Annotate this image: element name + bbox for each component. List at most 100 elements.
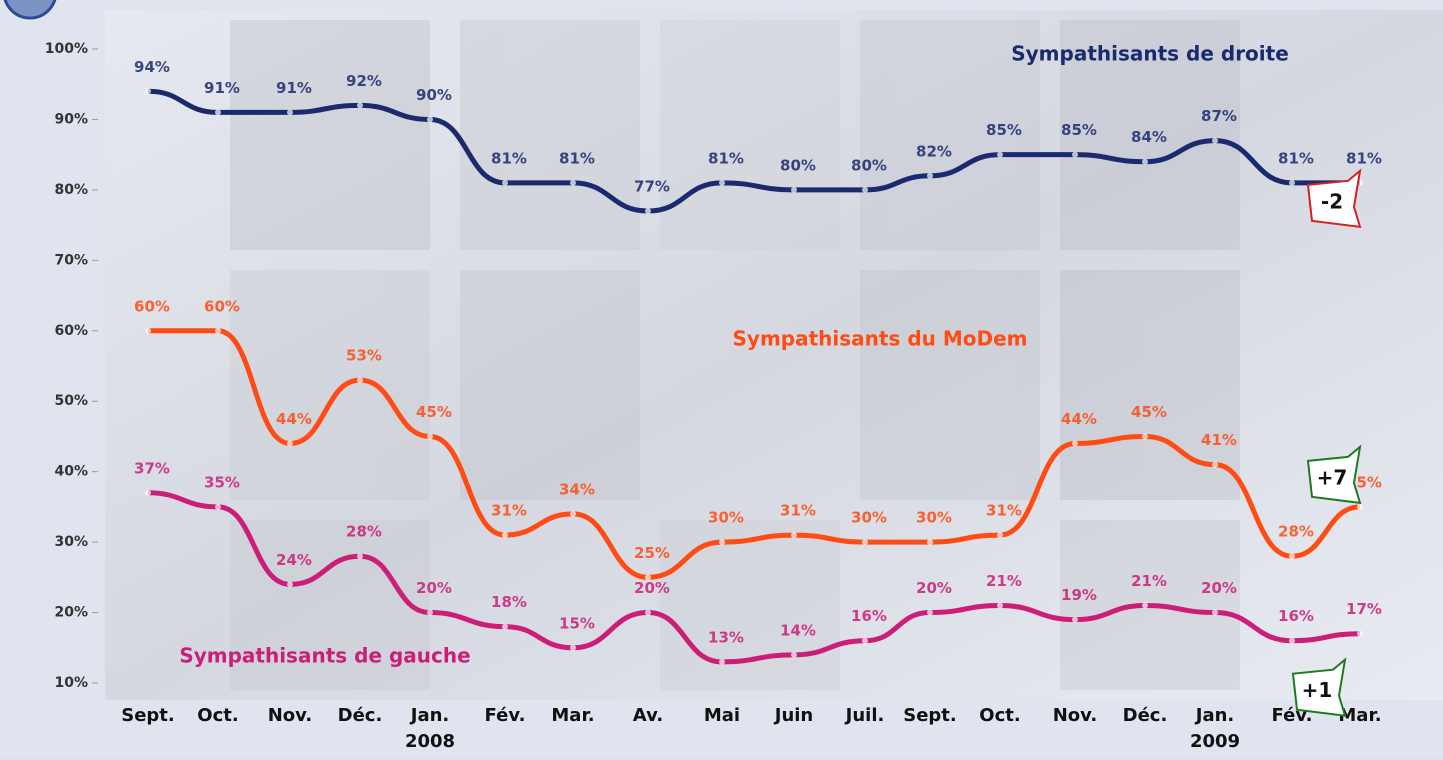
data-label: 13% <box>708 628 744 646</box>
x-tick-label: Juin <box>773 705 814 726</box>
data-label: 81% <box>1278 149 1314 167</box>
data-label: 28% <box>1278 523 1314 541</box>
y-tick-label: 20% <box>54 605 88 621</box>
data-label: 14% <box>780 621 816 639</box>
x-tick-label: Déc. <box>1123 705 1168 726</box>
data-label: 81% <box>708 149 744 167</box>
data-point <box>791 186 797 193</box>
x-tick-label: Déc. <box>338 705 383 726</box>
y-tick-label: 90% <box>54 111 88 127</box>
data-label: 82% <box>916 142 952 160</box>
y-tick-label: 50% <box>54 393 88 409</box>
data-point <box>791 532 797 539</box>
data-point <box>1072 616 1078 623</box>
data-point <box>357 102 363 109</box>
y-tick-label: 100% <box>45 41 88 57</box>
data-point <box>1212 609 1218 616</box>
data-point <box>145 489 151 496</box>
data-point <box>287 440 293 447</box>
data-point <box>215 503 221 510</box>
data-label: 24% <box>276 551 312 569</box>
data-label: 20% <box>916 579 952 597</box>
data-point <box>862 186 868 193</box>
data-point <box>1072 440 1078 447</box>
data-point <box>1142 602 1148 609</box>
data-point <box>719 658 725 665</box>
data-label: 85% <box>1061 121 1097 139</box>
data-point <box>145 88 151 95</box>
data-point <box>719 179 725 186</box>
data-point <box>570 179 576 186</box>
data-label: 53% <box>346 347 382 365</box>
data-label: 91% <box>276 79 312 97</box>
data-point <box>287 109 293 116</box>
data-label: 31% <box>986 502 1022 520</box>
y-tick-label: 70% <box>54 252 88 268</box>
annotation: -2 <box>1321 189 1343 213</box>
data-point <box>645 609 651 616</box>
data-label: 15% <box>559 614 595 632</box>
data-point <box>502 179 508 186</box>
x-tick-label: Mar. <box>1338 705 1381 726</box>
data-point <box>791 651 797 658</box>
data-label: 81% <box>491 149 527 167</box>
data-point <box>427 609 433 616</box>
data-point <box>645 574 651 581</box>
data-point <box>215 109 221 116</box>
data-label: 44% <box>276 410 312 428</box>
data-label: 31% <box>780 502 816 520</box>
data-label: 84% <box>1131 128 1167 146</box>
data-point <box>927 539 933 546</box>
y-tick-label: 10% <box>54 675 88 691</box>
data-point <box>287 581 293 588</box>
data-label: 16% <box>851 607 887 625</box>
data-point <box>145 327 151 334</box>
y-tick-label: 30% <box>54 534 88 550</box>
year-label: 2009 <box>1190 731 1240 752</box>
data-point <box>427 116 433 123</box>
x-tick-label: Oct. <box>197 705 238 726</box>
year-label: 2008 <box>405 731 455 752</box>
data-label: 90% <box>416 86 452 104</box>
data-label: 34% <box>559 480 595 498</box>
data-point <box>719 539 725 546</box>
data-point <box>1357 630 1363 637</box>
y-tick-label: 40% <box>54 464 88 480</box>
x-tick-label: Jan. <box>409 705 450 726</box>
x-tick-label: Jan. <box>1194 705 1235 726</box>
x-tick-label: Nov. <box>1053 705 1098 726</box>
avatar <box>3 0 57 20</box>
series-name: Sympathisants de droite <box>1011 42 1289 66</box>
data-point <box>1357 503 1363 510</box>
data-label: 30% <box>708 509 744 527</box>
data-label: 92% <box>346 72 382 90</box>
x-tick-label: Mai <box>704 705 740 726</box>
data-point <box>927 172 933 179</box>
data-point <box>645 208 651 215</box>
data-label: 87% <box>1201 107 1237 125</box>
x-tick-label: Juil. <box>844 705 885 726</box>
data-label: 45% <box>416 403 452 421</box>
x-tick-label: Fév. <box>485 705 526 726</box>
data-point <box>502 532 508 539</box>
data-label: 77% <box>634 178 670 196</box>
annotation: +1 <box>1302 678 1333 702</box>
data-point <box>997 602 1003 609</box>
data-point <box>1212 137 1218 144</box>
x-tick-label: Oct. <box>979 705 1020 726</box>
data-label: 30% <box>851 509 887 527</box>
data-label: 41% <box>1201 431 1237 449</box>
data-point <box>427 433 433 440</box>
data-point <box>1289 179 1295 186</box>
y-tick-label: 80% <box>54 182 88 198</box>
data-label: 35% <box>204 473 240 491</box>
data-point <box>862 637 868 644</box>
data-label: 20% <box>416 579 452 597</box>
data-point <box>1072 151 1078 158</box>
data-point <box>1289 553 1295 560</box>
data-label: 44% <box>1061 410 1097 428</box>
data-point <box>1289 637 1295 644</box>
data-label: 37% <box>134 459 170 477</box>
y-tick-label: 60% <box>54 323 88 339</box>
photo-panel <box>105 10 1443 700</box>
